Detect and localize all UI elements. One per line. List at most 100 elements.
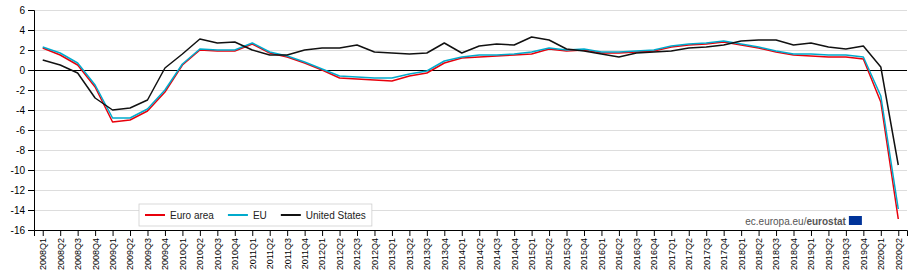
y-tick-mark xyxy=(28,70,34,71)
x-tick-label: 2018Q2 xyxy=(754,238,764,270)
x-tick-label: 2015Q1 xyxy=(527,238,537,270)
x-tick: 2011Q2 xyxy=(265,230,275,269)
x-tick: 2017Q3 xyxy=(702,230,712,270)
x-tick-mark xyxy=(147,230,148,236)
x-tick-label: 2009Q1 xyxy=(108,238,118,270)
x-tick-mark xyxy=(794,230,795,236)
x-tick-mark xyxy=(462,230,463,236)
x-tick: 2020Q2 xyxy=(894,230,904,270)
y-tick: 6 xyxy=(19,5,34,16)
x-tick-mark xyxy=(584,230,585,236)
logo xyxy=(849,216,862,225)
y-tick-mark xyxy=(28,210,34,211)
x-tick-label: 2010Q1 xyxy=(178,238,188,270)
x-tick-label: 2008Q4 xyxy=(90,238,100,270)
x-tick-label: 2017Q3 xyxy=(702,238,712,270)
y-tick-label: -8 xyxy=(16,145,25,156)
y-tick-label: -2 xyxy=(16,85,25,96)
x-tick-label: 2008Q2 xyxy=(56,238,66,270)
y-tick-mark xyxy=(28,50,34,51)
x-tick: 2019Q3 xyxy=(841,230,851,270)
y-tick-mark xyxy=(28,190,34,191)
y-tick-mark xyxy=(28,30,34,31)
watermark-text: eurostat xyxy=(806,216,846,227)
x-tick-label: 2009Q4 xyxy=(160,238,170,270)
x-tick-mark xyxy=(409,230,410,236)
x-tick-mark xyxy=(444,230,445,236)
x-tick-label: 2010Q2 xyxy=(195,238,205,270)
x-tick: 2017Q1 xyxy=(667,230,677,270)
x-tick-mark xyxy=(689,230,690,236)
x-tick: 2015Q3 xyxy=(562,230,572,270)
y-tick: 2 xyxy=(19,45,34,56)
x-tick: 2009Q3 xyxy=(143,230,153,270)
x-tick: 2016Q1 xyxy=(597,230,607,270)
y-tick-label: -16 xyxy=(11,225,26,236)
y-tick: -10 xyxy=(11,165,34,176)
x-tick-mark xyxy=(741,230,742,236)
grid xyxy=(34,10,907,230)
x-tick-label: 2011Q1 xyxy=(248,238,258,269)
x-tick-mark xyxy=(532,230,533,236)
x-tick-mark xyxy=(340,230,341,236)
x-tick-mark xyxy=(601,230,602,236)
chart: -16-14-12-10-8-6-4-202462008Q12008Q22008… xyxy=(0,0,919,278)
x-tick-label: 2011Q4 xyxy=(300,238,310,269)
x-tick-mark xyxy=(305,230,306,236)
x-tick-mark xyxy=(357,230,358,236)
x-tick-label: 2016Q3 xyxy=(632,238,642,270)
x-tick: 2013Q2 xyxy=(405,230,415,270)
x-tick-mark xyxy=(200,230,201,236)
x-tick: 2018Q2 xyxy=(754,230,764,270)
x-tick: 2016Q4 xyxy=(649,230,659,270)
grid-line xyxy=(34,30,907,31)
legend-swatch xyxy=(228,214,248,216)
x-tick: 2019Q4 xyxy=(859,230,869,270)
y-tick: 4 xyxy=(19,25,34,36)
x-tick-mark xyxy=(60,230,61,236)
x-tick: 2014Q1 xyxy=(457,230,467,270)
y-tick-mark xyxy=(28,90,34,91)
x-tick: 2013Q4 xyxy=(440,230,450,270)
x-tick-mark xyxy=(252,230,253,236)
x-tick-mark xyxy=(514,230,515,236)
y-tick-label: -4 xyxy=(16,105,25,116)
x-tick: 2010Q2 xyxy=(195,230,205,270)
x-tick-label: 2012Q1 xyxy=(317,238,327,270)
x-tick-mark xyxy=(270,230,271,236)
x-tick-mark xyxy=(619,230,620,236)
x-tick: 2008Q4 xyxy=(90,230,100,270)
x-tick-label: 2014Q4 xyxy=(510,238,520,270)
legend-label: United States xyxy=(306,210,366,221)
x-tick-mark xyxy=(654,230,655,236)
legend-label: Euro area xyxy=(170,210,214,221)
y-tick: -2 xyxy=(16,85,34,96)
x-tick-label: 2020Q1 xyxy=(876,238,886,270)
x-tick: 2011Q4 xyxy=(300,230,310,269)
x-tick: 2016Q2 xyxy=(614,230,624,270)
x-tick-mark xyxy=(898,230,899,236)
x-tick-label: 2008Q1 xyxy=(38,238,48,270)
x-tick-mark xyxy=(374,230,375,236)
x-tick-mark xyxy=(427,230,428,236)
x-tick: 2014Q2 xyxy=(475,230,485,270)
grid-line xyxy=(34,190,907,191)
x-tick-label: 2018Q4 xyxy=(789,238,799,270)
y-tick: -16 xyxy=(11,225,34,236)
x-tick-mark xyxy=(392,230,393,236)
x-tick: 2017Q4 xyxy=(719,230,729,270)
x-tick-mark xyxy=(497,230,498,236)
x-tick: 2011Q3 xyxy=(283,230,293,269)
x-tick-label: 2019Q2 xyxy=(824,238,834,270)
x-tick: 2009Q1 xyxy=(108,230,118,270)
lines xyxy=(43,37,899,219)
x-tick-mark xyxy=(759,230,760,236)
y-tick-label: 6 xyxy=(19,5,25,16)
y-tick-label: 4 xyxy=(19,25,25,36)
x-tick-label: 2018Q1 xyxy=(737,238,747,270)
legend-item: United States xyxy=(281,210,366,221)
x-tick-label: 2016Q4 xyxy=(649,238,659,270)
x-tick: 2018Q4 xyxy=(789,230,799,270)
x-axis-line xyxy=(35,231,908,237)
x-tick: 2012Q1 xyxy=(317,230,327,270)
